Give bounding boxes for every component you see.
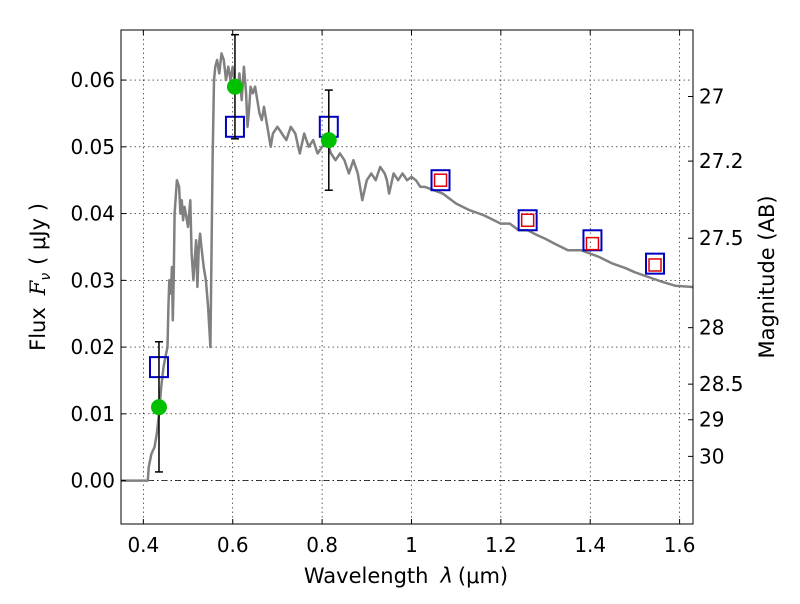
synthetic-photometry-point — [585, 236, 600, 251]
x-tick-label: 0.6 — [217, 533, 249, 557]
y-tick-label: 0.05 — [70, 135, 115, 159]
y2-tick-label: 27.5 — [699, 226, 744, 250]
y-tick-label: 0.06 — [70, 68, 115, 92]
y2-tick-label: 30 — [699, 444, 724, 468]
synthetic-photometry-point — [520, 213, 535, 228]
model-photometry-point — [517, 209, 538, 232]
observed-flux-point — [150, 399, 167, 416]
y-tick-label: 0.03 — [70, 268, 115, 292]
y2-tick-label: 29 — [699, 408, 724, 432]
y-tick-label: 0.02 — [70, 335, 115, 359]
sed-model-line — [121, 52, 694, 482]
x-tick-label: 1.2 — [485, 533, 517, 557]
plot-area — [121, 33, 694, 482]
y-tick-label: 0.00 — [70, 469, 115, 493]
y-tick-label: 0.04 — [70, 202, 115, 226]
x-tick-label: 1.6 — [664, 533, 696, 557]
y2-tick-label: 28 — [699, 316, 724, 340]
x-axis-label: Wavelength λ (μm) — [304, 564, 508, 588]
axis-ticks: 0.4 0.6 0.8 1 1.2 1.4 1.6 0.00 0.01 0.02 0.03 0.04 0… — [70, 30, 744, 557]
x-tick-label: 0.4 — [127, 533, 159, 557]
y-axis-label: FluxFν( μJy ) — [26, 203, 54, 351]
y2-tick-label: 27 — [699, 84, 724, 108]
model-photometry-point — [645, 252, 666, 275]
x-tick-label: 0.8 — [306, 533, 338, 557]
x-tick-label: 1.4 — [574, 533, 606, 557]
observed-flux-point — [226, 78, 243, 95]
y-tick-label: 0.01 — [70, 402, 115, 426]
model-photometry-point — [430, 169, 451, 192]
synthetic-photometry-point — [648, 258, 662, 272]
synthetic-photometry-point — [433, 173, 448, 187]
y2-tick-label: 27.2 — [699, 149, 744, 173]
axes-frame — [120, 29, 694, 525]
y2-axis-label: Magnitude (AB) — [755, 195, 779, 358]
y2-tick-label: 28.5 — [699, 372, 744, 396]
x-tick-label: 1 — [405, 533, 418, 557]
observed-flux-point — [320, 132, 337, 149]
